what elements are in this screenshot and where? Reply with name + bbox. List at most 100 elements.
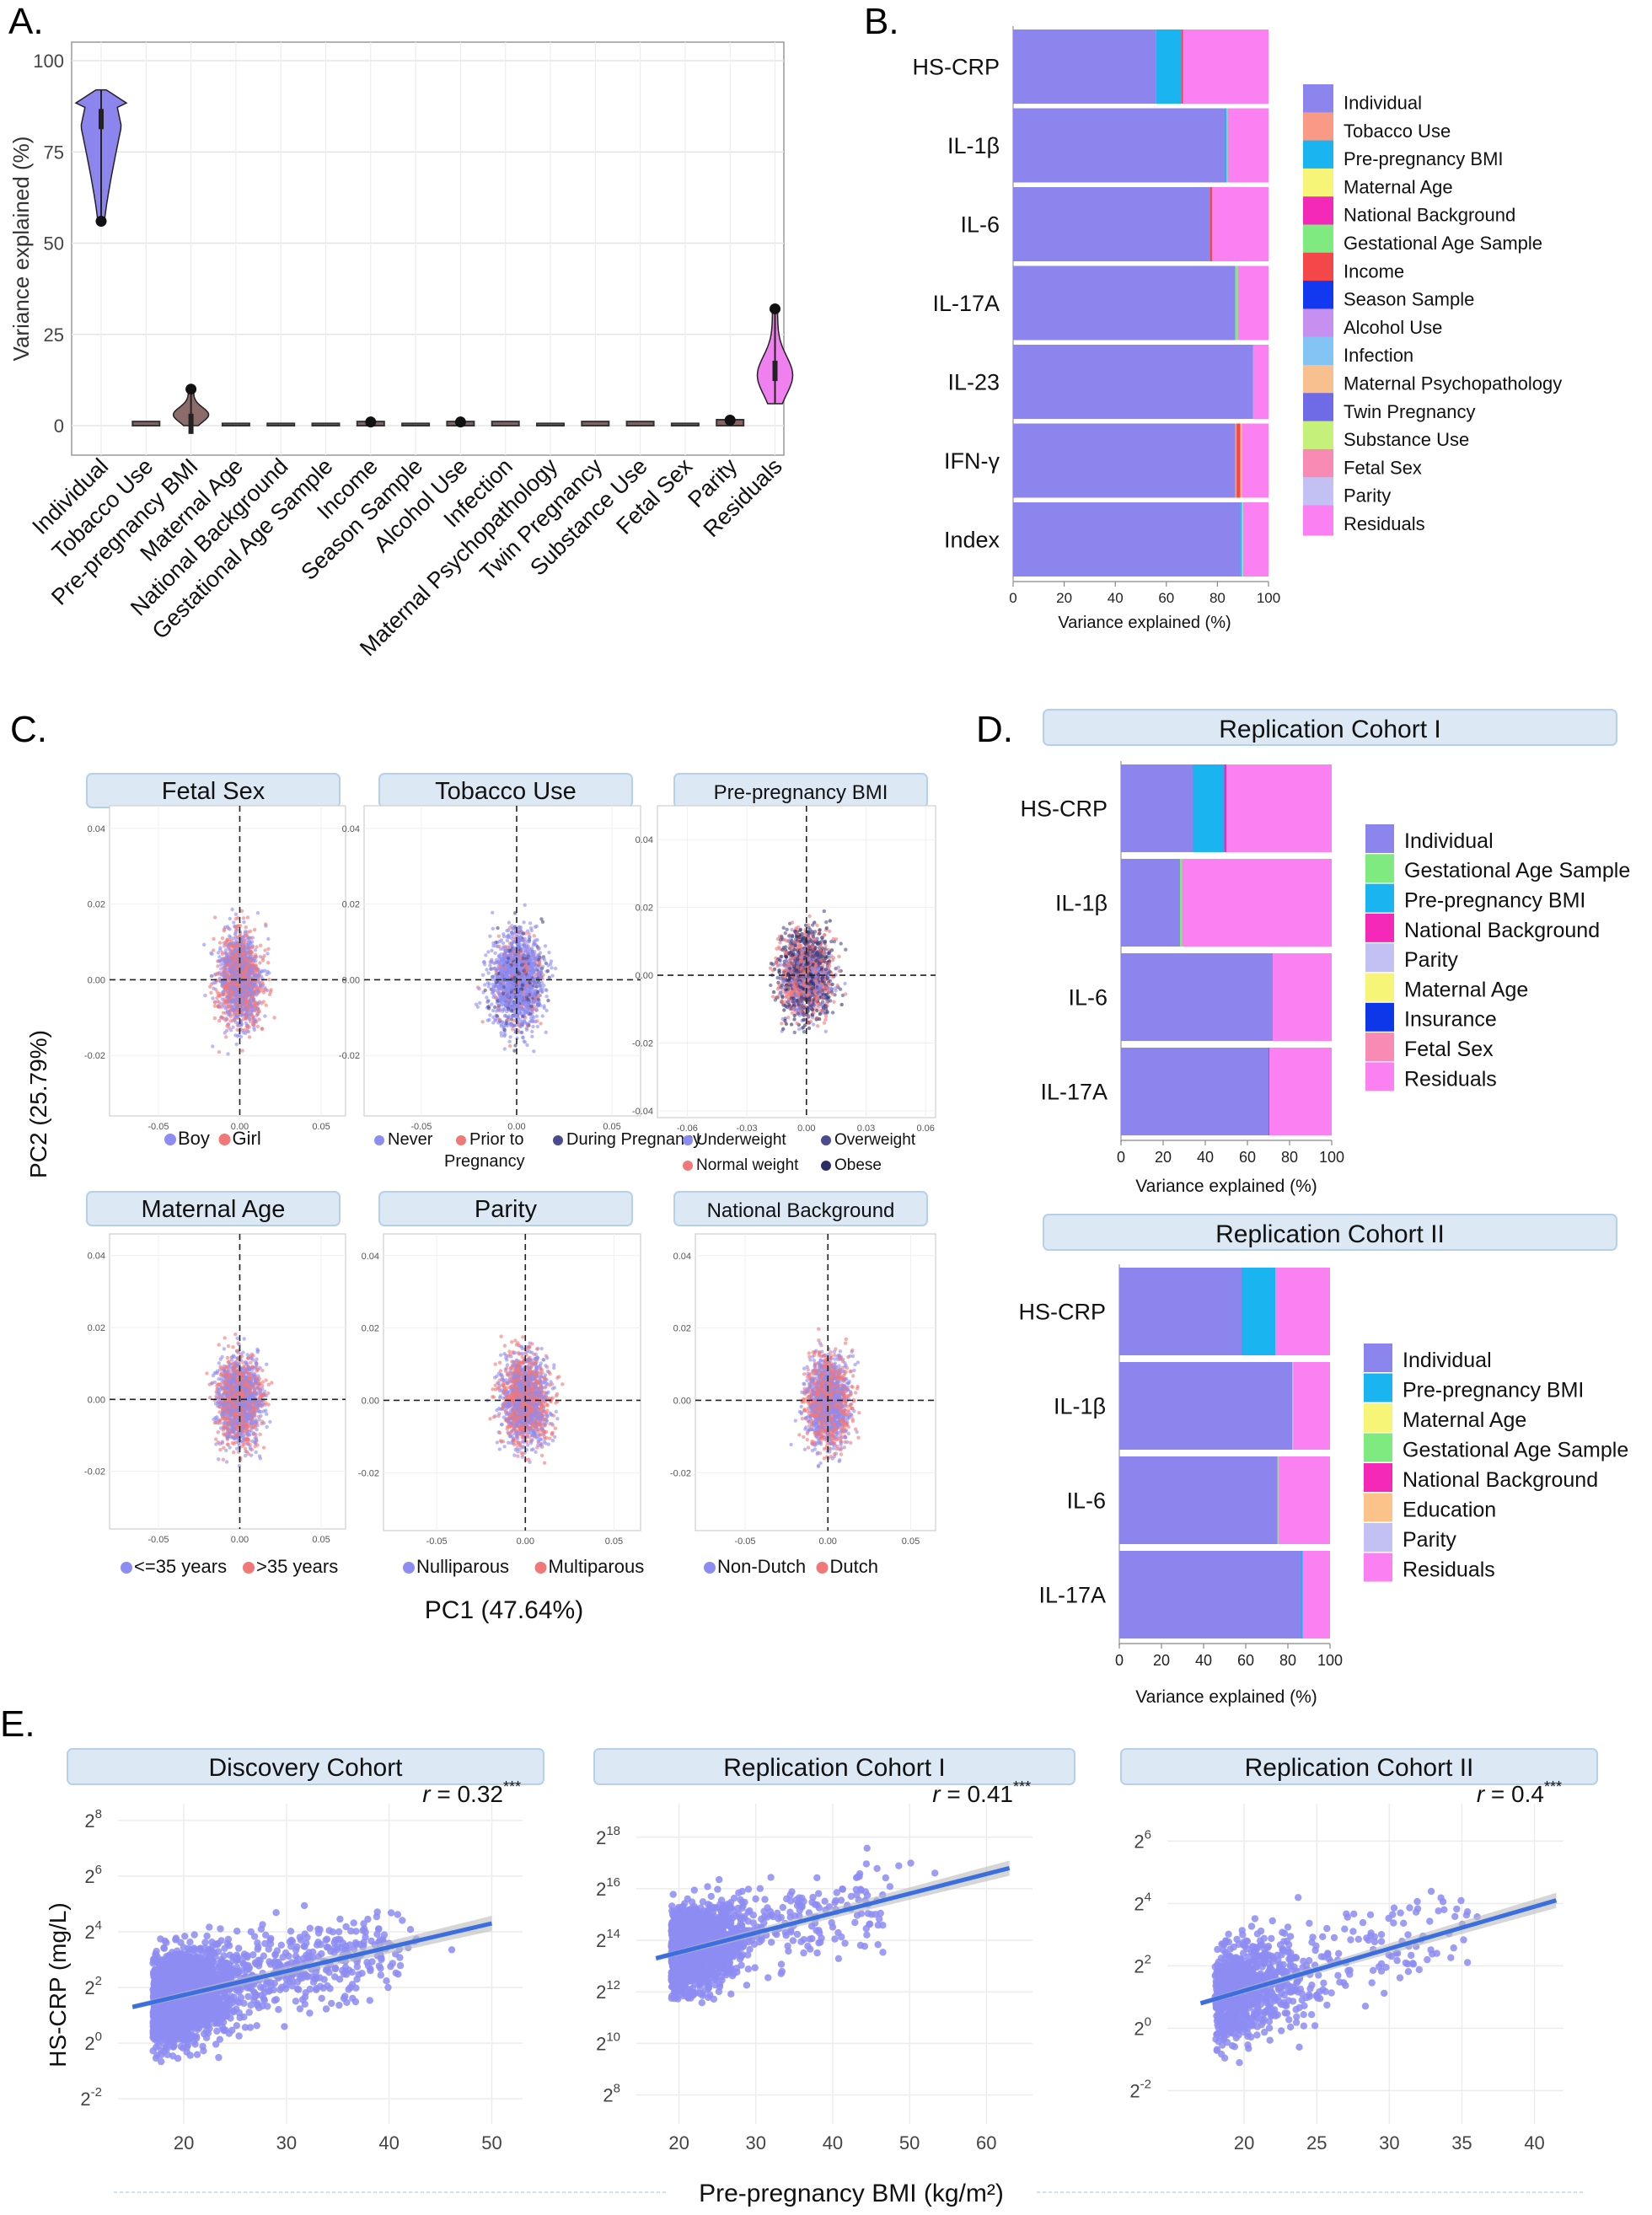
chart-a-ytick: 50 [44, 233, 64, 255]
chart-c-fetal-sex-point [212, 986, 216, 990]
chart-c-fetal-sex-point [233, 924, 237, 929]
chart-c-pre-pregnancy-bmi-point [770, 995, 775, 999]
chart-c-pre-pregnancy-bmi-point [795, 1021, 799, 1026]
chart-c-tobacco-use-point [528, 988, 533, 993]
chart-c-tobacco-use-point [502, 934, 507, 939]
b-marks-xtick-label: 60 [1158, 590, 1174, 606]
chart-c-pre-pregnancy-bmi-point [789, 1022, 794, 1027]
chart-c-fetal-sex-point [230, 1007, 234, 1012]
chart-c-fetal-sex-point [217, 941, 223, 945]
chart-c-fetal-sex-title: Fetal Sex [162, 778, 266, 805]
chart-c-fetal-sex-point [247, 991, 252, 995]
chart-c-tobacco-use-point [493, 983, 498, 988]
chart-c-fetal-sex-point [228, 927, 232, 931]
chart-c-fetal-sex-point [262, 954, 266, 958]
chart-c-pre-pregnancy-bmi-point [838, 987, 843, 991]
chart-c-tobacco-use-point [486, 971, 491, 975]
chart-c-fetal-sex-xtick: 0.00 [231, 1122, 249, 1132]
chart-c-pre-pregnancy-bmi-point [807, 914, 812, 919]
chart-c-fetal-sex-point [228, 959, 233, 964]
chart-c-tobacco-use-point [491, 967, 495, 971]
chart-c-fetal-sex-point [266, 936, 271, 941]
outlier-point-alcohol-use [454, 416, 466, 428]
chart-c-fetal-sex-point [208, 984, 212, 989]
chart-c-fetal-sex-ytick: 0.04 [88, 824, 105, 834]
chart-c-tobacco-use-point [550, 973, 555, 978]
chart-c-fetal-sex-point [266, 947, 271, 952]
chart-c-tobacco-use-point [522, 946, 527, 951]
b-marks-category-ifn: IFN-γ [944, 448, 1000, 474]
chart-c-tobacco-use-point [522, 1039, 526, 1043]
chart-c-pre-pregnancy-bmi-point [807, 1026, 812, 1031]
chart-c-tobacco-use-point [496, 934, 501, 938]
chart-c-fetal-sex-legend-dot [218, 1134, 231, 1145]
chart-c-pre-pregnancy-bmi-point [811, 1016, 815, 1020]
chart-c-fetal-sex-point [217, 1018, 222, 1023]
b-marks-bar-il-23-individual [1013, 345, 1253, 419]
chart-c-pre-pregnancy-bmi-point [837, 954, 841, 959]
chart-c-fetal-sex-point [263, 948, 267, 952]
chart-c-tobacco-use-point [522, 1008, 526, 1013]
chart-c-fetal-sex-point [251, 1022, 255, 1027]
chart-c-tobacco-use-point [493, 995, 498, 1000]
chart-c-tobacco-use-point [537, 980, 541, 984]
chart-c-fetal-sex-point [232, 920, 236, 925]
chart-c-tobacco-use-point [517, 1022, 521, 1027]
b-marks-legend-label-fetal-sex: Fetal Sex [1344, 457, 1422, 478]
b-marks-legend-label-national-background: National Background [1344, 205, 1515, 226]
chart-c-tobacco-use-point [502, 1033, 507, 1038]
chart-c-tobacco-use-point [508, 1002, 512, 1007]
b-marks-bar-hs-crp-residuals [1183, 29, 1268, 104]
chart-c-tobacco-use-point [543, 944, 548, 948]
b-marks-legend-swatch-maternal-psychopathology [1303, 365, 1333, 395]
chart-c-fetal-sex-point [234, 941, 239, 946]
chart-c-fetal-sex-point [264, 1003, 268, 1007]
chart-c-fetal-sex-point [255, 1003, 260, 1007]
chart-c-tobacco-use-point [510, 1027, 515, 1032]
chart-c-fetal-sex-point [232, 984, 237, 990]
chart-c-pre-pregnancy-bmi-point [835, 983, 839, 988]
chart-a-ytick: 100 [33, 51, 64, 72]
chart-c-fetal-sex-point [260, 984, 265, 988]
chart-c-fetal-sex-point [241, 916, 246, 920]
chart-c-tobacco-use-point [526, 1006, 530, 1010]
chart-c-pre-pregnancy-bmi-point [832, 1000, 836, 1004]
b-marks-bar-ifn-residuals [1242, 423, 1268, 498]
chart-c-fetal-sex-point [226, 1002, 230, 1006]
chart-c-tobacco-use-point [485, 1018, 490, 1022]
chart-c-fetal-sex-point [266, 961, 271, 965]
chart-c-fetal-sex-point [258, 943, 263, 948]
chart-c-tobacco-use-point [537, 961, 541, 966]
chart-c-tobacco-use-point [528, 984, 533, 990]
chart-c-pre-pregnancy-bmi-xtick: -0.06 [677, 1124, 698, 1134]
chart-c-fetal-sex-point [260, 1001, 264, 1006]
chart-c-tobacco-use-point [502, 1007, 507, 1012]
chart-c-fetal-sex-point [212, 1004, 217, 1008]
chart-c-tobacco-use-point [544, 995, 549, 999]
chart-c-tobacco-use-legend-dot [553, 1135, 563, 1145]
chart-c-tobacco-use-legend-dot [374, 1135, 384, 1145]
chart-c-pre-pregnancy-bmi-point [816, 1024, 820, 1028]
chart-c-tobacco-use-title: Tobacco Use [435, 778, 577, 805]
chart-c-tobacco-use-point [483, 988, 487, 993]
chart-c-tobacco-use-point [486, 950, 491, 954]
chart-c-pre-pregnancy-bmi-point [778, 990, 782, 995]
chart-c-tobacco-use-point [512, 1005, 516, 1009]
chart-c-tobacco-use-point [474, 1002, 479, 1006]
chart-c-pre-pregnancy-bmi-point [818, 928, 822, 932]
chart-c-tobacco-use-point [486, 1005, 491, 1009]
chart-c-tobacco-use-point [546, 998, 550, 1003]
chart-c-tobacco-use-point [507, 920, 512, 925]
chart-c-fetal-sex-point [256, 1011, 260, 1016]
chart-c-tobacco-use-point [496, 1017, 502, 1022]
chart-c-tobacco-use-point [533, 925, 538, 930]
chart-c-pre-pregnancy-bmi-point [814, 1016, 819, 1021]
chart-c-fetal-sex-point [244, 957, 249, 962]
chart-c-pre-pregnancy-bmi-point [801, 1025, 805, 1030]
chart-c-tobacco-use-point [517, 939, 521, 943]
chart-c-tobacco-use-point [491, 1008, 496, 1013]
chart-c-tobacco-use-point [526, 1023, 530, 1028]
chart-c-fetal-sex-point [217, 991, 222, 996]
chart-c-fetal-sex-point [264, 988, 268, 992]
